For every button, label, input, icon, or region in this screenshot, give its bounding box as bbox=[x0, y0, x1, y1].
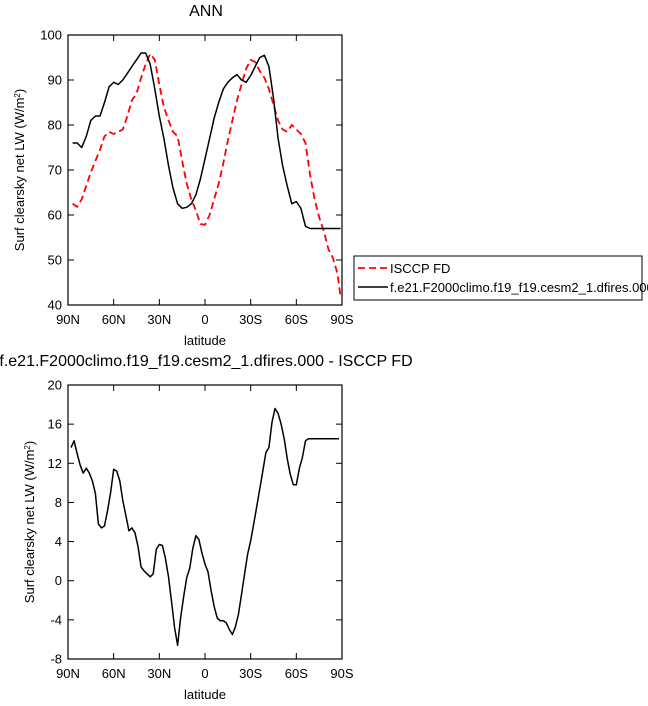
legend-box bbox=[353, 255, 643, 301]
top-chart-title: ANN bbox=[189, 3, 223, 20]
top-y-tick-label: 70 bbox=[48, 163, 62, 178]
top-x-ticks: 90N 60N 30N 0 30S 60S 90S bbox=[56, 35, 354, 327]
top-y-ticks: 40 50 60 70 80 90 100 bbox=[40, 28, 342, 313]
bottom-chart-title: f.e21.F2000climo.f19_f19.cesm2_1.dfires.… bbox=[0, 353, 413, 370]
top-series-line-0 bbox=[72, 53, 342, 297]
top-y-axis-label: Surf clearsky net LW (W/m2) bbox=[12, 89, 27, 251]
bottom-y-tick-label: 0 bbox=[55, 573, 62, 588]
bottom-y-tick-label: 16 bbox=[48, 417, 62, 432]
top-y-tick-label: 90 bbox=[48, 73, 62, 88]
legend: ISCCP FD f.e21.F2000climo.f19_f19.cesm2_… bbox=[353, 255, 648, 301]
top-y-tick-label: 50 bbox=[48, 253, 62, 268]
bottom-plot-frame bbox=[67, 384, 343, 660]
bottom-y-tick-label: -4 bbox=[50, 612, 62, 627]
bottom-y-tick-label: 4 bbox=[55, 534, 62, 549]
top-panel: ANN 90N 60N 30N 0 30S 60S 90S 405060708090100 … bbox=[12, 3, 648, 348]
bottom-x-tick-label: 60N bbox=[102, 666, 126, 681]
top-plot-area bbox=[72, 52, 342, 297]
bottom-series-line-0 bbox=[70, 407, 339, 647]
bottom-y-tick-label: 8 bbox=[55, 495, 62, 510]
bottom-x-tick-label: 30S bbox=[239, 666, 262, 681]
top-x-tick-label: 60N bbox=[102, 312, 126, 327]
top-series-line-1 bbox=[72, 52, 341, 230]
bottom-x-tick-label: 90N bbox=[56, 666, 80, 681]
top-x-tick-label: 90S bbox=[330, 312, 353, 327]
top-x-tick-label: 90N bbox=[56, 312, 80, 327]
bottom-y-ticks: -8 -4 0 4 8 12 16 20 bbox=[48, 378, 342, 667]
bottom-panel: f.e21.F2000climo.f19_f19.cesm2_1.dfires.… bbox=[0, 353, 413, 702]
top-x-tick-label: 0 bbox=[201, 312, 208, 327]
bottom-x-tick-label: 60S bbox=[285, 666, 308, 681]
top-y-tick-label: 60 bbox=[48, 208, 62, 223]
top-y-tick-label: 40 bbox=[48, 298, 62, 313]
top-x-tick-label: 30N bbox=[147, 312, 171, 327]
bottom-x-tick-label: 90S bbox=[330, 666, 353, 681]
top-y-tick-label: 80 bbox=[48, 118, 62, 133]
bottom-y-axis-label: Surf clearsky net LW (W/m2) bbox=[22, 441, 37, 603]
top-x-tick-label: 30S bbox=[239, 312, 262, 327]
top-x-axis-label: latitude bbox=[184, 333, 226, 348]
bottom-y-tick-label: 12 bbox=[48, 456, 62, 471]
bottom-x-axis-label: latitude bbox=[184, 687, 226, 702]
legend-label-model: f.e21.F2000climo.f19_f19.cesm2_1.dfires.… bbox=[390, 280, 648, 295]
bottom-x-ticks: 90N 60N 30N 0 30S 60S 90S bbox=[56, 385, 354, 681]
bottom-y-tick-label: 20 bbox=[48, 378, 62, 393]
bottom-y-tick-label: -8 bbox=[50, 652, 62, 667]
bottom-x-tick-label: 30N bbox=[147, 666, 171, 681]
legend-label-isccp: ISCCP FD bbox=[390, 261, 450, 276]
top-x-tick-label: 60S bbox=[285, 312, 308, 327]
bottom-x-tick-label: 0 bbox=[201, 666, 208, 681]
bottom-plot-area bbox=[70, 407, 339, 647]
top-y-tick-label: 100 bbox=[40, 28, 62, 43]
top-plot-frame bbox=[67, 34, 343, 306]
